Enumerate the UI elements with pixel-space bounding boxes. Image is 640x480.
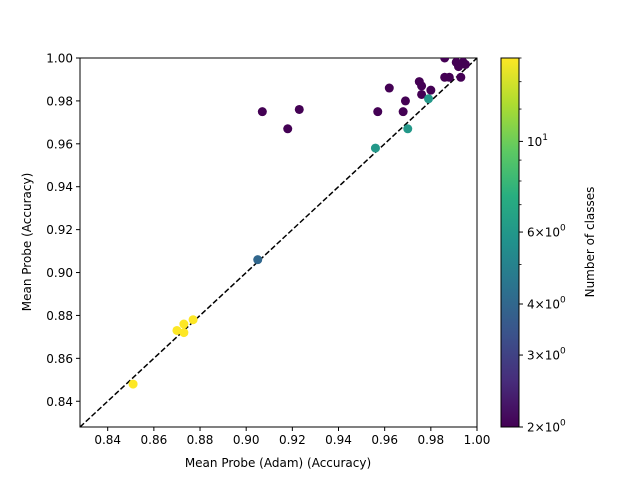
reference-line-layer — [80, 58, 477, 427]
colorbar-tick-label: 4×100 — [527, 296, 566, 312]
y-tick-label: 0.92 — [46, 223, 73, 237]
x-tick-label: 0.94 — [325, 433, 352, 447]
scatter-point — [253, 255, 263, 265]
scatter-point — [384, 83, 394, 93]
colorbar-ticks: 2×100 3×100 4×100 6×100 101 — [519, 57, 566, 435]
scatter-point — [179, 319, 189, 329]
x-axis: 0.84 0.86 0.88 0.90 0.92 0.94 0.96 0.98 1.00 — [94, 427, 490, 447]
scatter-point — [172, 325, 182, 335]
y-tick-label: 0.90 — [46, 266, 73, 280]
x-tick-label: 0.98 — [417, 433, 444, 447]
x-tick-label: 0.84 — [94, 433, 121, 447]
colorbar-tick-label: 3×100 — [527, 347, 566, 363]
colorbar-tick-label: 101 — [527, 133, 548, 149]
reference-line — [80, 58, 477, 427]
scatter-point — [179, 328, 189, 338]
colorbar — [500, 57, 520, 428]
x-tick-label: 0.86 — [141, 433, 168, 447]
y-axis-label: Mean Probe (Accuracy) — [20, 173, 34, 312]
scatter-point — [417, 89, 427, 99]
scatter-point — [440, 58, 450, 63]
plot-frame — [79, 57, 478, 428]
colorbar-gradient — [500, 57, 520, 428]
y-tick-label: 0.94 — [46, 180, 73, 194]
x-tick-label: 0.88 — [187, 433, 214, 447]
y-tick-label: 0.98 — [46, 94, 73, 108]
x-tick-label: 0.96 — [371, 433, 398, 447]
y-tick-label: 0.96 — [46, 137, 73, 151]
scatter-point — [370, 143, 380, 153]
scatter-point — [283, 124, 293, 134]
y-tick-label: 0.88 — [46, 309, 73, 323]
colorbar-label: Number of classes — [583, 187, 597, 298]
scatter-points — [128, 58, 470, 389]
y-axis: 0.84 0.86 0.88 0.90 0.92 0.94 0.96 0.98 1.00 — [46, 52, 80, 409]
scatter-point — [460, 59, 470, 69]
y-tick-label: 1.00 — [46, 52, 73, 66]
scatter-point — [294, 104, 304, 114]
scatter-point — [444, 72, 454, 82]
y-tick-label: 0.86 — [46, 352, 73, 366]
scatter-point — [188, 315, 198, 325]
scatter-point — [424, 94, 434, 104]
scatter-point — [417, 81, 427, 91]
scatter-point — [373, 107, 383, 117]
scatter-point — [128, 379, 138, 389]
colorbar-tick-label: 6×100 — [527, 224, 566, 240]
colorbar-tick-label: 2×100 — [527, 419, 566, 435]
scatter-point — [257, 107, 267, 117]
x-tick-label: 0.92 — [279, 433, 306, 447]
scatter-point — [400, 96, 410, 106]
scatter-point — [456, 72, 466, 82]
scatter-point — [403, 124, 413, 134]
scatter-point — [398, 107, 408, 117]
y-tick-label: 0.84 — [46, 395, 73, 409]
x-tick-label: 1.00 — [464, 433, 491, 447]
x-tick-label: 0.90 — [233, 433, 260, 447]
plot-area — [79, 57, 478, 428]
x-axis-label: Mean Probe (Adam) (Accuracy) — [185, 456, 371, 470]
scatter-point — [426, 85, 436, 95]
